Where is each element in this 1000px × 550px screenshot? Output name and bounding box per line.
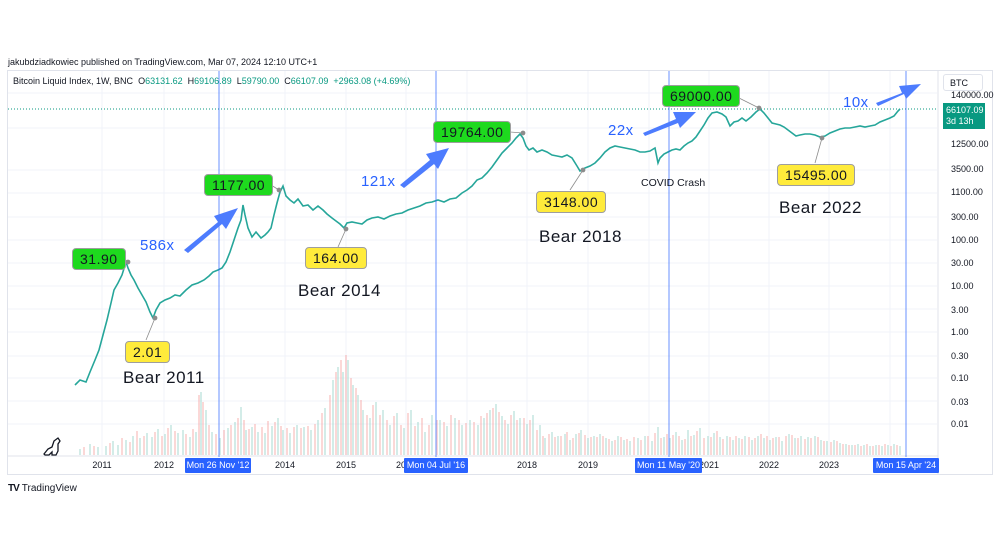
- multiplier-586x: 586x: [140, 237, 175, 254]
- bear-label-2022: Bear 2022: [779, 198, 862, 217]
- bear-label-2018: Bear 2018: [539, 227, 622, 246]
- symbol-name: Bitcoin Liquid Index, 1W, BNC: [13, 76, 134, 86]
- time-axis: 2011 2012 2014 2015 2016 2018 2019 2021 …: [92, 460, 839, 470]
- svg-text:0.01: 0.01: [951, 419, 969, 429]
- arrow-icon: [876, 84, 921, 106]
- close-value: 66107.09: [290, 76, 329, 86]
- dino-icon[interactable]: [43, 437, 61, 456]
- svg-text:3.00: 3.00: [951, 305, 969, 315]
- date-marker-2024: Mon 15 Apr '24: [873, 458, 939, 473]
- tradingview-brand: TradingView: [21, 483, 77, 494]
- svg-text:0.30: 0.30: [951, 351, 969, 361]
- symbol-legend[interactable]: Bitcoin Liquid Index, 1W, BNC O63131.62 …: [13, 76, 411, 86]
- svg-text:2012: 2012: [154, 460, 174, 470]
- last-price-tag: 66107.09 3d 13h: [943, 103, 985, 129]
- multiplier-arrows: [184, 84, 921, 253]
- svg-text:30.00: 30.00: [951, 258, 974, 268]
- bottom-tag-2014: 164.00: [305, 247, 367, 269]
- svg-text:2014: 2014: [275, 460, 295, 470]
- svg-text:3500.00: 3500.00: [951, 164, 984, 174]
- publisher-line: jakubdziadkowiec published on TradingVie…: [8, 57, 318, 67]
- svg-text:2015: 2015: [336, 460, 356, 470]
- peak-tag-2011: 31.90: [72, 248, 126, 270]
- svg-text:2023: 2023: [819, 460, 839, 470]
- arrow-icon: [400, 148, 449, 188]
- change-value: +2963.08 (+4.69%): [333, 76, 411, 86]
- last-price-value: 66107.09: [946, 105, 984, 115]
- svg-text:2011: 2011: [92, 460, 111, 470]
- peak-tag-2021: 69000.00: [662, 85, 741, 107]
- chart-frame[interactable]: [7, 70, 993, 475]
- svg-text:0.10: 0.10: [951, 373, 969, 383]
- annotation-connectors: [119, 96, 825, 341]
- multiplier-121x: 121x: [361, 173, 396, 190]
- vertical-markers: [218, 71, 907, 457]
- svg-text:2021: 2021: [699, 460, 719, 470]
- peak-tag-2017: 19764.00: [433, 121, 512, 143]
- peak-tag-2013: 1177.00: [204, 174, 274, 196]
- svg-text:10.00: 10.00: [951, 281, 974, 291]
- multiplier-22x: 22x: [608, 122, 634, 139]
- bear-label-2011: Bear 2011: [123, 368, 205, 387]
- price-series: [74, 107, 901, 386]
- svg-text:2018: 2018: [517, 460, 537, 470]
- currency-button[interactable]: BTC: [943, 74, 983, 91]
- svg-text:0.03: 0.03: [951, 397, 969, 407]
- open-value: 63131.62: [145, 76, 183, 86]
- bear-label-2014: Bear 2014: [298, 281, 381, 300]
- bottom-tag-2011: 2.01: [125, 341, 171, 363]
- covid-crash-label: COVID Crash: [641, 177, 706, 189]
- multiplier-10x: 10x: [843, 94, 869, 111]
- svg-text:1.00: 1.00: [951, 327, 969, 337]
- arrow-icon: [643, 112, 696, 136]
- high-value: 69106.89: [194, 76, 232, 86]
- date-marker-2012: Mon 26 Nov '12: [185, 458, 251, 473]
- price-axis: 140000.00 12500.00 3500.00 1100.00 300.0…: [951, 90, 994, 429]
- svg-text:100.00: 100.00: [951, 235, 979, 245]
- svg-text:12500.00: 12500.00: [951, 139, 989, 149]
- low-value: 59790.00: [241, 76, 280, 86]
- tradingview-logo-icon: TV: [8, 483, 20, 494]
- svg-text:300.00: 300.00: [951, 212, 979, 222]
- bottom-tag-2022: 15495.00: [777, 164, 856, 186]
- svg-text:1100.00: 1100.00: [951, 187, 983, 197]
- bottom-tag-2018: 3148.00: [536, 191, 607, 213]
- date-marker-2020: Mon 11 May '20: [635, 458, 702, 473]
- svg-text:2022: 2022: [759, 460, 779, 470]
- date-marker-2016: Mon 04 Jul '16: [404, 458, 468, 473]
- bar-countdown: 3d 13h: [946, 116, 974, 126]
- svg-text:2019: 2019: [578, 460, 598, 470]
- arrow-icon: [184, 208, 238, 253]
- svg-text:140000.00: 140000.00: [951, 90, 994, 100]
- volume-histogram: [79, 355, 901, 455]
- tradingview-footer[interactable]: TV TradingView: [8, 483, 77, 494]
